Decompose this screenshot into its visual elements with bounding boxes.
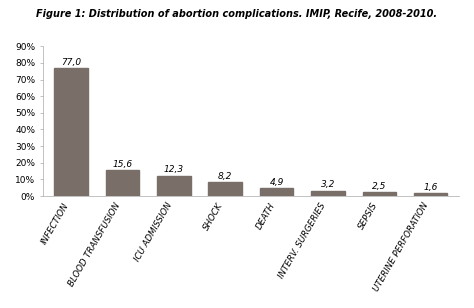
Text: 3,2: 3,2	[321, 180, 335, 189]
Bar	[106, 170, 139, 196]
Text: 1,6: 1,6	[424, 183, 438, 192]
Bar	[209, 182, 242, 196]
Bar	[363, 192, 396, 196]
Text: 77,0: 77,0	[61, 58, 81, 67]
Text: 15,6: 15,6	[112, 160, 132, 169]
Bar	[157, 176, 191, 196]
Text: 8,2: 8,2	[218, 172, 232, 181]
Bar	[414, 193, 447, 196]
Bar	[311, 191, 345, 196]
Text: 4,9: 4,9	[269, 178, 284, 187]
Text: 2,5: 2,5	[372, 182, 386, 191]
Bar	[260, 188, 293, 196]
Text: Figure 1: Distribution of abortion complications. IMIP, Recife, 2008-2010.: Figure 1: Distribution of abortion compl…	[36, 9, 438, 19]
Text: 12,3: 12,3	[164, 165, 184, 174]
Bar	[55, 68, 88, 196]
